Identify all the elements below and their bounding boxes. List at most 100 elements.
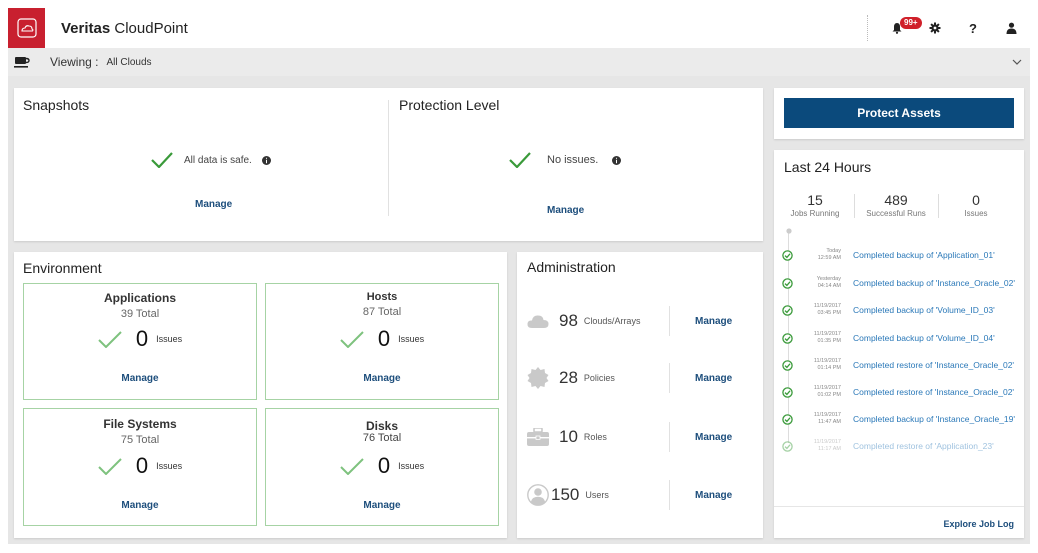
notifications-button[interactable]: 99+ <box>878 8 922 48</box>
viewing-bar[interactable]: Viewing : All Clouds <box>8 48 1030 76</box>
view-toggle[interactable] <box>14 56 36 68</box>
job-log-item[interactable]: 11/19/2017 01:35 PM Completed backup of 'V… <box>782 328 1018 348</box>
log-date: Today <box>826 248 841 254</box>
users-manage-link[interactable]: Manage <box>695 490 733 501</box>
log-timestamp: Today 12:59 AM <box>799 248 841 262</box>
mini-title: Hosts <box>366 291 398 303</box>
row-divider <box>669 422 670 452</box>
job-log-item[interactable]: 11/19/2017 01:02 PM Completed restore of '… <box>782 382 1018 402</box>
badge-icon <box>527 367 549 389</box>
brand-name: Veritas <box>61 19 111 37</box>
file-systems-manage-link[interactable]: Manage <box>121 500 159 511</box>
log-timestamp: 11/19/2017 03:45 PM <box>799 303 841 317</box>
hosts-manage-link[interactable]: Manage <box>363 373 401 384</box>
explore-job-log-link[interactable]: Explore Job Log <box>943 519 1014 529</box>
log-text[interactable]: Completed restore of 'Application_23' <box>853 441 994 451</box>
roles-manage-link[interactable]: Manage <box>695 432 733 443</box>
log-timestamp: Yesterday 04:14 AM <box>799 276 841 290</box>
log-timestamp: 11/19/2017 01:35 PM <box>799 331 841 345</box>
stat-value: 15 <box>807 192 823 208</box>
mini-title: File Systems <box>103 417 177 431</box>
protection-manage-link[interactable]: Manage <box>547 205 585 216</box>
admin-label: Roles <box>583 432 607 442</box>
issue-count: 0 <box>135 326 149 351</box>
stat-successful-runs: 489 Successful Runs <box>859 192 933 218</box>
admin-count: 28 <box>559 368 578 387</box>
applications-manage-link[interactable]: Manage <box>121 373 159 384</box>
issues-label: Issues <box>156 334 183 344</box>
stat-label: Jobs Running <box>790 209 840 218</box>
environment-title: Environment <box>23 260 102 276</box>
clouds-manage-link[interactable]: Manage <box>695 316 733 327</box>
check-icon <box>98 330 122 348</box>
log-text[interactable]: Completed restore of 'Instance_Oracle_02… <box>853 387 1015 397</box>
log-timestamp: 11/19/2017 11:17 AM <box>799 439 841 453</box>
issues-label: Issues <box>156 461 183 471</box>
check-circle-icon <box>782 359 793 371</box>
log-text[interactable]: Completed backup of 'Instance_Oracle_02' <box>853 278 1016 288</box>
check-icon <box>340 457 364 475</box>
mini-total: 39 Total <box>120 308 160 320</box>
disks-manage-link[interactable]: Manage <box>363 500 401 511</box>
job-log-item[interactable]: 11/19/2017 03:45 PM Completed backup of 'V… <box>782 300 1018 320</box>
job-log-item[interactable]: 11/19/2017 11:17 AM Completed restore of '… <box>782 436 1018 456</box>
environment-card: Environment Applications 39 Total 0 Issu… <box>14 252 507 538</box>
log-date: 11/19/2017 <box>813 358 841 364</box>
log-date: 11/19/2017 <box>813 303 841 309</box>
job-log-item[interactable]: 11/19/2017 01:14 PM Completed restore of '… <box>782 355 1018 375</box>
issue-count: 0 <box>377 453 391 478</box>
mini-title: Applications <box>103 291 176 305</box>
stat-jobs-running: 15 Jobs Running <box>784 192 846 218</box>
help-button[interactable]: ? <box>954 8 992 48</box>
protection-status: No issues. <box>547 154 599 166</box>
job-log-item[interactable]: Today 12:59 AM Completed backup of 'Applic… <box>782 245 1018 265</box>
issues-label: Issues <box>398 461 425 471</box>
settings-button[interactable] <box>916 8 954 48</box>
check-circle-icon <box>782 304 793 316</box>
check-icon <box>151 152 173 168</box>
administration-card: Administration 98 Clouds/Arrays Manage 2… <box>517 252 763 538</box>
help-icon: ? <box>969 20 977 36</box>
environment-file-systems[interactable]: File Systems 75 Total 0 Issues Manage <box>23 408 257 526</box>
administration-title: Administration <box>527 259 616 275</box>
row-divider <box>669 363 670 393</box>
snapshots-manage-link[interactable]: Manage <box>195 199 233 210</box>
user-menu-button[interactable] <box>992 8 1030 48</box>
info-icon[interactable] <box>612 155 622 165</box>
stat-value: 489 <box>884 192 908 208</box>
chevron-down-icon[interactable] <box>1012 59 1022 65</box>
check-circle-icon <box>782 249 793 261</box>
bell-icon <box>892 23 902 34</box>
job-log-item[interactable]: 11/19/2017 11:47 AM Completed backup of 'I… <box>782 409 1018 429</box>
app-header: Veritas CloudPoint 99+ ? <box>8 8 1030 48</box>
log-text[interactable]: Completed backup of 'Volume_ID_04' <box>853 333 995 343</box>
snapshots-title: Snapshots <box>23 97 90 113</box>
log-time: 01:02 PM <box>817 392 841 398</box>
check-circle-icon <box>782 440 793 452</box>
environment-hosts[interactable]: Hosts 87 Total 0 Issues Manage <box>265 283 499 400</box>
check-circle-icon <box>782 277 793 289</box>
info-icon[interactable] <box>261 155 271 165</box>
log-timestamp: 11/19/2017 11:47 AM <box>799 412 841 426</box>
log-date: 11/19/2017 <box>813 439 841 445</box>
log-text[interactable]: Completed backup of 'Instance_Oracle_19' <box>853 414 1016 424</box>
row-divider <box>669 306 670 336</box>
environment-applications[interactable]: Applications 39 Total 0 Issues Manage <box>23 283 257 400</box>
veritas-logo[interactable] <box>8 8 45 48</box>
log-time: 01:14 PM <box>817 365 841 371</box>
stat-divider <box>938 194 939 218</box>
cloud-logo-icon <box>16 18 37 38</box>
log-date: 11/19/2017 <box>813 385 841 391</box>
policies-manage-link[interactable]: Manage <box>695 373 733 384</box>
timeline-dot-icon <box>786 228 792 234</box>
stat-issues: 0 Issues <box>944 192 1008 218</box>
environment-disks[interactable]: Disks 76 Total 0 Issues Manage <box>265 408 499 526</box>
log-text[interactable]: Completed restore of 'Instance_Oracle_02… <box>853 360 1015 370</box>
log-text[interactable]: Completed backup of 'Volume_ID_03' <box>853 305 995 315</box>
notification-badge: 99+ <box>900 17 922 29</box>
protect-assets-button[interactable]: Protect Assets <box>784 98 1014 128</box>
log-text[interactable]: Completed backup of 'Application_01' <box>853 250 995 260</box>
admin-count: 150 <box>551 485 580 504</box>
viewing-value[interactable]: All Clouds <box>106 56 152 68</box>
job-log-item[interactable]: Yesterday 04:14 AM Completed backup of 'In… <box>782 273 1018 293</box>
